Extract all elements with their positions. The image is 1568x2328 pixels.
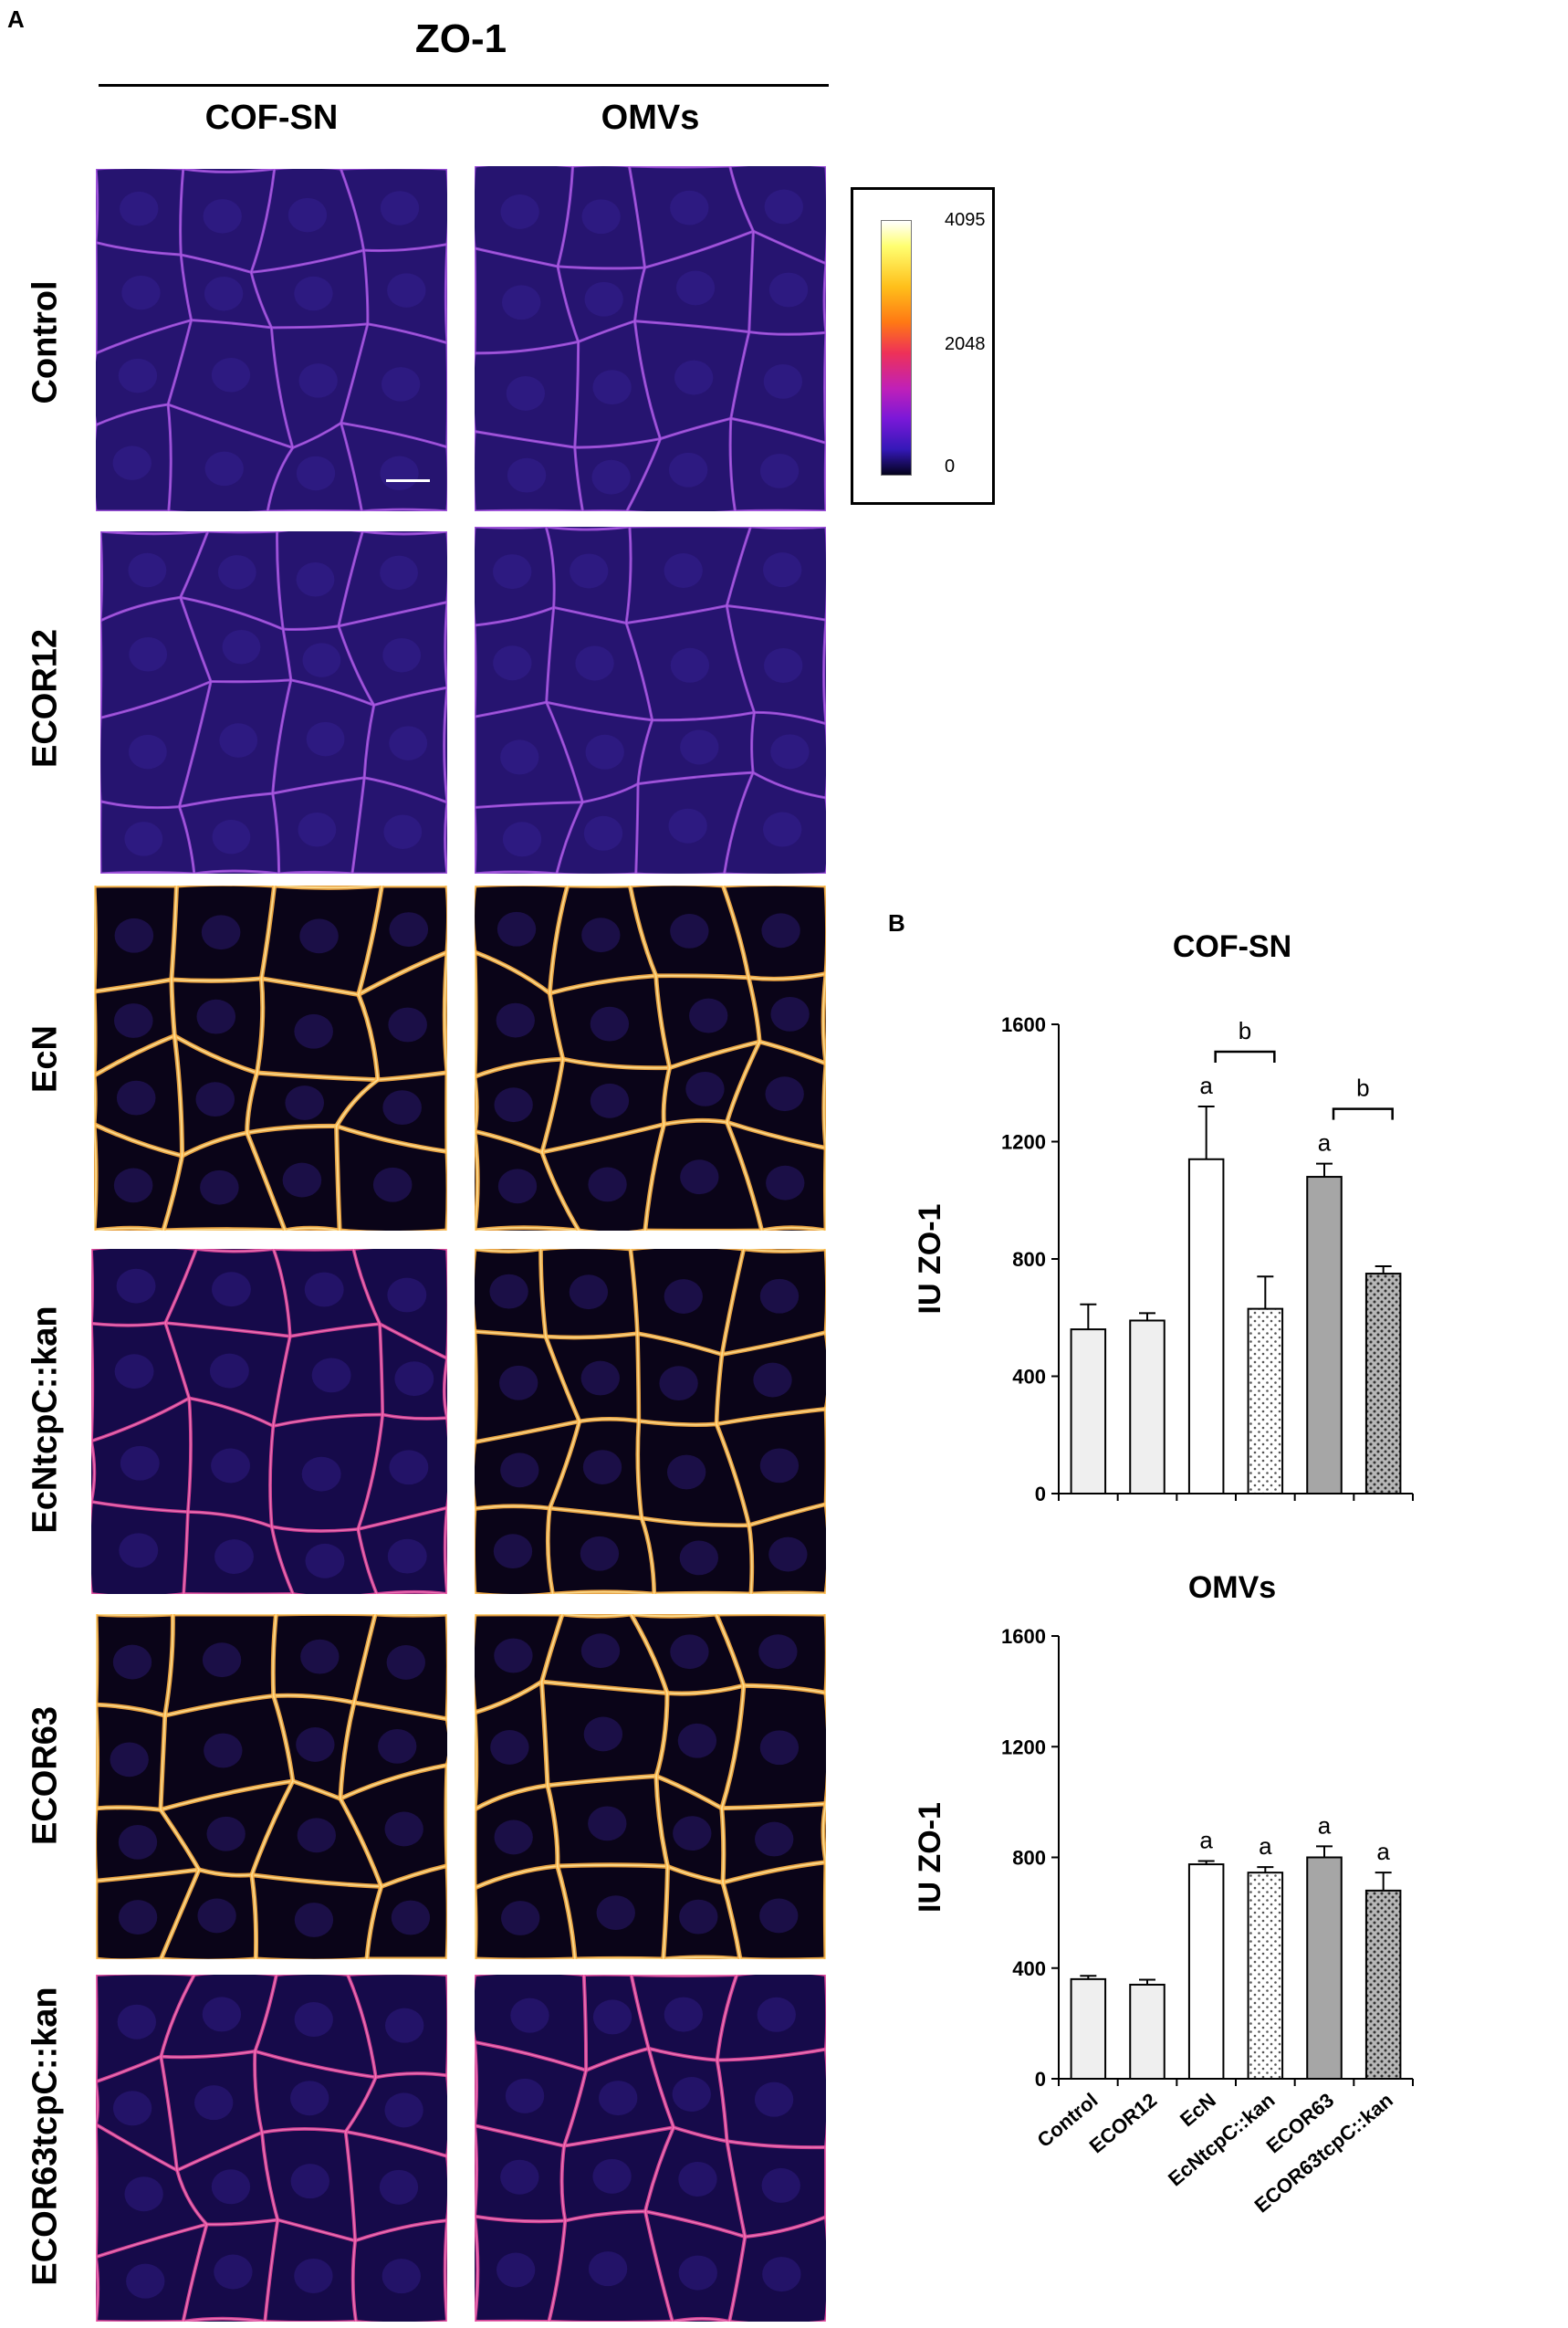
micrograph-ecntcpc-kan-cof-sn bbox=[91, 1249, 447, 1594]
micrograph-control-cof-sn bbox=[96, 169, 447, 511]
y-tick-label: 400 bbox=[1012, 1366, 1046, 1389]
micrograph-ecor12-omvs bbox=[475, 527, 826, 874]
bar-ecor63 bbox=[1306, 1856, 1343, 2080]
chart-title-cof-sn: COF-SN bbox=[1172, 929, 1292, 964]
scale-bar bbox=[386, 479, 430, 482]
significance-label: a bbox=[1259, 1832, 1272, 1860]
y-axis-label: IU ZO-1 bbox=[913, 1204, 947, 1315]
colorbar-tick-mid: 2048 bbox=[945, 334, 986, 354]
category-label-ecn: EcN bbox=[1176, 2089, 1220, 2132]
bar-ecntcpc-kan bbox=[1247, 1872, 1284, 2080]
y-tick-label: 400 bbox=[1012, 1957, 1046, 1980]
micrograph-ecor12-cof-sn bbox=[100, 531, 447, 874]
comparison-bracket bbox=[1214, 1050, 1276, 1063]
comparison-bracket bbox=[1332, 1107, 1394, 1120]
micrograph-ecntcpc-kan-omvs bbox=[475, 1249, 826, 1594]
micrograph-ecor63tcpc-kan-cof-sn bbox=[96, 1975, 447, 2322]
micrograph-ecor63tcpc-kan-omvs bbox=[475, 1975, 826, 2322]
bar-control bbox=[1070, 1328, 1107, 1494]
bar-ecor12 bbox=[1129, 1983, 1166, 2080]
panel-label-a: A bbox=[7, 5, 25, 33]
panel-label-b: B bbox=[888, 909, 905, 937]
column-header-cof-sn: COF-SN bbox=[204, 99, 339, 137]
significance-label: a bbox=[1318, 1811, 1332, 1839]
y-axis-label: IU ZO-1 bbox=[913, 1802, 947, 1913]
y-tick-label: 1600 bbox=[1001, 1013, 1046, 1036]
significance-label: a bbox=[1199, 1072, 1213, 1099]
bar-ecor63tcpc-kan bbox=[1364, 1889, 1402, 2080]
micrograph-control-omvs bbox=[475, 166, 826, 511]
y-tick-label: 0 bbox=[1035, 1483, 1046, 1505]
column-header-omvs: OMVs bbox=[601, 99, 700, 137]
stain-title: ZO-1 bbox=[414, 16, 507, 61]
bar-ecn bbox=[1187, 1863, 1225, 2080]
bar-ecntcpc-kan bbox=[1247, 1307, 1284, 1495]
micrograph-ecor63-omvs bbox=[475, 1614, 826, 1959]
significance-label: a bbox=[1318, 1129, 1332, 1157]
colorbar-gradient bbox=[881, 220, 912, 476]
micrograph-ecn-cof-sn bbox=[94, 886, 447, 1231]
bar-ecor12 bbox=[1129, 1319, 1166, 1495]
bracket-label: b bbox=[1239, 1017, 1251, 1044]
bar-control bbox=[1070, 1977, 1107, 2080]
y-tick-label: 1200 bbox=[1001, 1736, 1046, 1758]
significance-label: a bbox=[1376, 1838, 1390, 1865]
bar-ecor63tcpc-kan bbox=[1364, 1273, 1402, 1494]
category-label-ecor12: ECOR12 bbox=[1085, 2089, 1162, 2158]
title-divider bbox=[99, 84, 829, 87]
y-tick-label: 800 bbox=[1012, 1248, 1046, 1271]
y-tick-label: 800 bbox=[1012, 1847, 1046, 1870]
colorbar-legend: 4095 2048 0 bbox=[851, 187, 995, 505]
chart-title-omvs: OMVs bbox=[1187, 1570, 1277, 1605]
bar-ecn bbox=[1187, 1158, 1225, 1495]
colorbar-tick-max: 4095 bbox=[945, 210, 986, 230]
micrograph-ecn-omvs bbox=[475, 886, 826, 1231]
micrograph-ecor63-cof-sn bbox=[96, 1614, 447, 1959]
colorbar-tick-min: 0 bbox=[945, 456, 956, 477]
significance-label: a bbox=[1199, 1826, 1213, 1853]
y-tick-label: 0 bbox=[1035, 2068, 1046, 2091]
y-tick-label: 1200 bbox=[1001, 1131, 1046, 1154]
bracket-label: b bbox=[1356, 1075, 1369, 1102]
bar-ecor63 bbox=[1306, 1176, 1343, 1495]
y-tick-label: 1600 bbox=[1001, 1625, 1046, 1648]
